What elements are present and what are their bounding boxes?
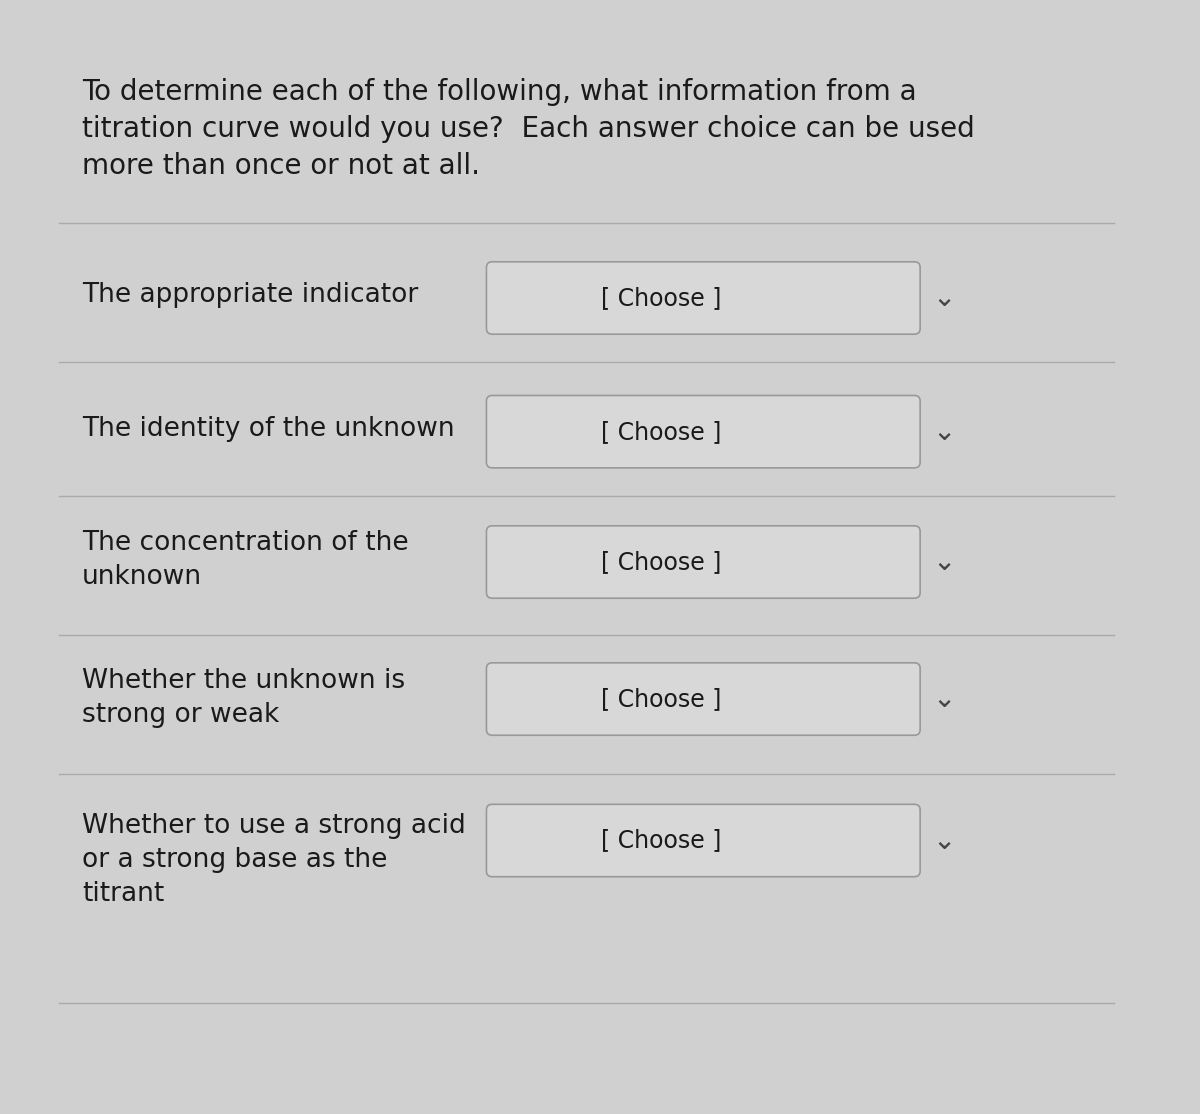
Text: [ Choose ]: [ Choose ] xyxy=(601,550,721,574)
Text: ⌄: ⌄ xyxy=(932,685,955,713)
Text: [ Choose ]: [ Choose ] xyxy=(601,286,721,310)
Text: ⌄: ⌄ xyxy=(932,418,955,446)
Text: The identity of the unknown: The identity of the unknown xyxy=(82,416,455,442)
Text: Whether the unknown is
strong or weak: Whether the unknown is strong or weak xyxy=(82,668,406,729)
Text: Whether to use a strong acid
or a strong base as the
titrant: Whether to use a strong acid or a strong… xyxy=(82,813,466,907)
FancyBboxPatch shape xyxy=(486,262,920,334)
Text: The appropriate indicator: The appropriate indicator xyxy=(82,282,419,309)
Text: [ Choose ]: [ Choose ] xyxy=(601,829,721,852)
FancyBboxPatch shape xyxy=(486,526,920,598)
FancyBboxPatch shape xyxy=(486,804,920,877)
Text: [ Choose ]: [ Choose ] xyxy=(601,687,721,711)
Text: To determine each of the following, what information from a
titration curve woul: To determine each of the following, what… xyxy=(82,78,974,179)
Text: ⌄: ⌄ xyxy=(932,827,955,854)
FancyBboxPatch shape xyxy=(486,663,920,735)
FancyBboxPatch shape xyxy=(486,395,920,468)
Text: ⌄: ⌄ xyxy=(932,284,955,312)
Text: The concentration of the
unknown: The concentration of the unknown xyxy=(82,530,409,590)
Text: [ Choose ]: [ Choose ] xyxy=(601,420,721,443)
Text: ⌄: ⌄ xyxy=(932,548,955,576)
